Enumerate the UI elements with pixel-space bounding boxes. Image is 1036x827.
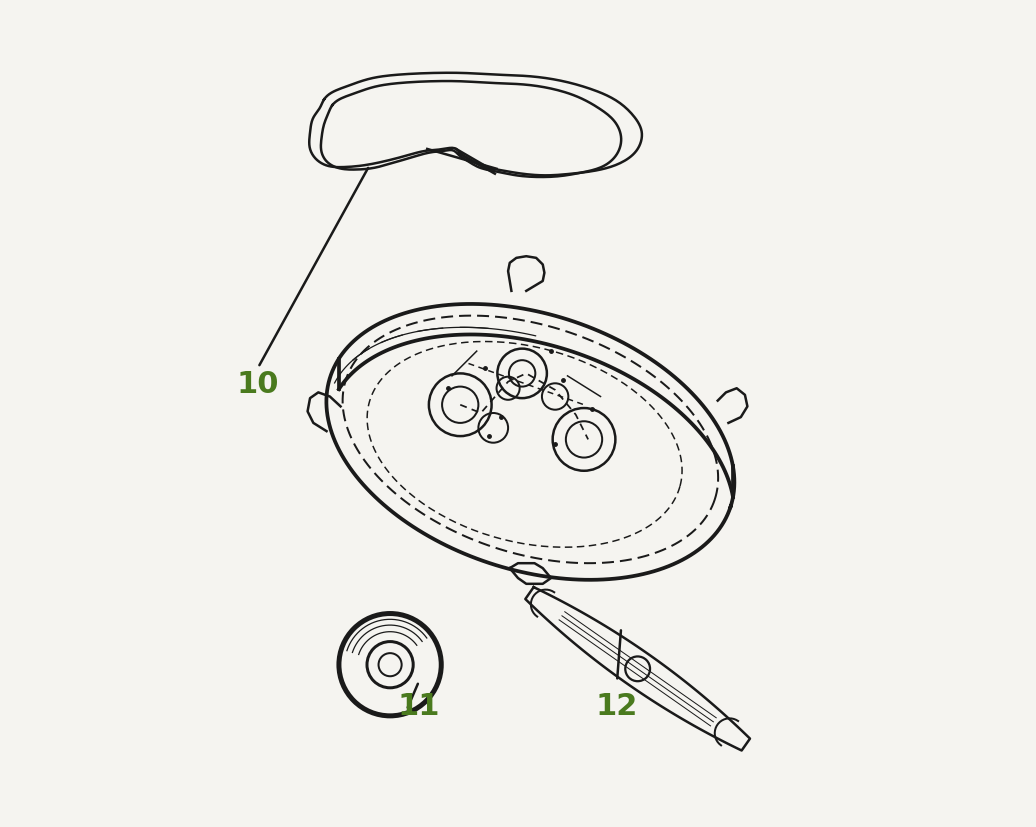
Text: 10: 10 [237, 370, 280, 399]
Text: 11: 11 [398, 691, 440, 720]
Text: 12: 12 [596, 691, 638, 720]
